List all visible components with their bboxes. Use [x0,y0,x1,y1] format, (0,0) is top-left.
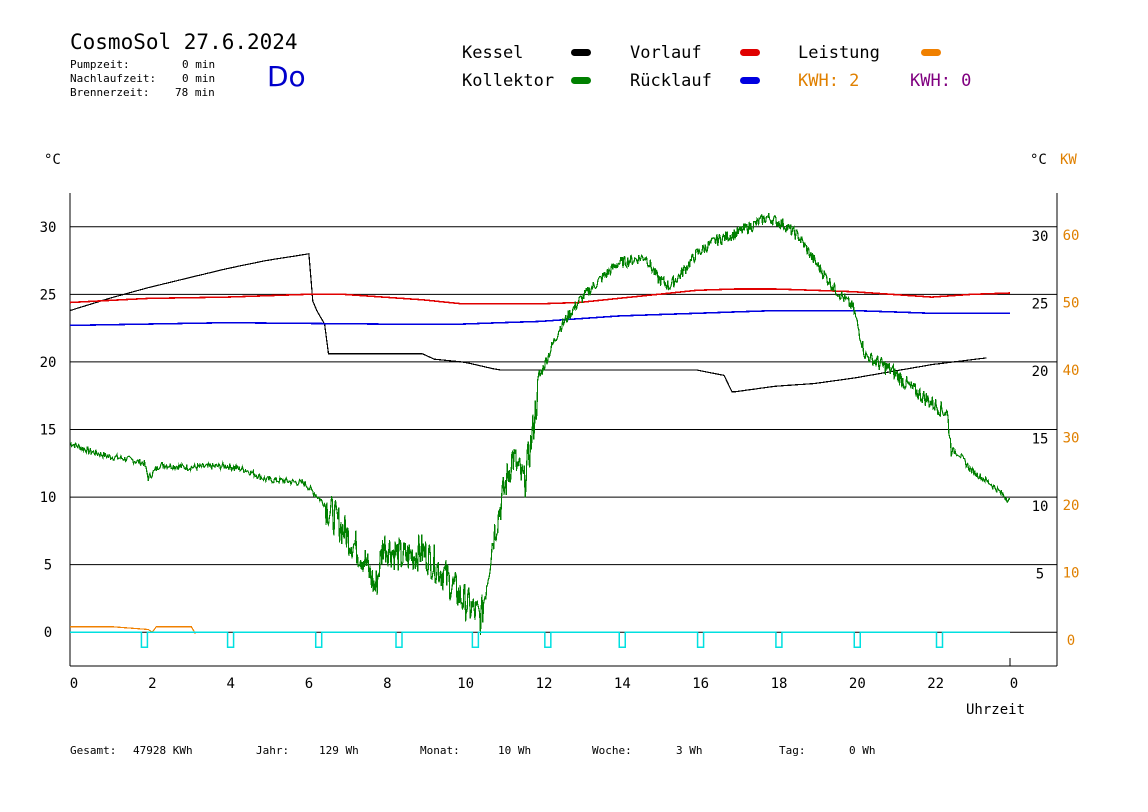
series-line-kessel [69,253,987,393]
x-tick-label: 16 [692,676,709,692]
x-tick-label: 6 [305,676,313,692]
legend-label-leistung: Leistung [798,43,880,63]
y-tick-label-kw: 20 [1063,498,1080,514]
right-axis-unit: °C [1030,152,1047,168]
y-tick-label-kw: 60 [1063,228,1080,244]
right-axis-unit-kw: KW [1060,152,1077,168]
stat-label-pumpzeit: Pumpzeit: [70,58,130,71]
stat-value-brennerzeit: 78 min [175,86,215,99]
y-tick-label-left: 20 [40,355,57,371]
y-tick-label-kw: 40 [1063,363,1080,379]
stat-value-nachlaufzeit: 0 min [182,72,216,85]
x-tick-label: 8 [383,676,391,692]
footer-value-monat: 10 Wh [498,744,532,757]
kwh-orange: KWH: 2 [798,71,860,91]
y-tick-label-right: 30 [1032,229,1049,245]
footer-value-tag: 0 Wh [849,744,876,757]
y-tick-label-left: 10 [40,490,57,506]
y-tick-label-left: 5 [44,558,52,574]
y-tick-label-left: 15 [40,423,57,439]
footer-value-woche: 3 Wh [676,744,703,757]
footer-value-jahr: 129 Wh [319,744,359,757]
footer-label-jahr: Jahr: [256,744,290,757]
y-tick-label-right: 15 [1032,432,1049,448]
footer-label-tag: Tag: [779,744,806,757]
x-tick-label: 14 [614,676,631,692]
legend-label-kollektor: Kollektor [462,71,555,91]
x-tick-label: 2 [148,676,156,692]
y-tick-label-right: 25 [1032,296,1049,312]
x-tick-label: 22 [927,676,944,692]
stat-label-brennerzeit: Brennerzeit: [70,86,150,99]
x-tick-label: 4 [226,676,234,692]
footer-label-gesamt: Gesamt: [70,744,117,757]
series-pump-pulses [70,631,1010,648]
y-tick-label-kw: 0 [1067,633,1075,649]
legend-swatch-leistung [921,49,941,56]
x-tick-label: 20 [849,676,866,692]
y-tick-label-left: 0 [44,625,52,641]
x-tick-label: 18 [771,676,788,692]
legend-swatch-vorlauf [740,49,760,56]
series-line-ruecklauf [69,309,1010,327]
y-tick-label-left: 25 [40,287,57,303]
legend-label-kessel: Kessel [462,43,524,63]
x-tick-label: 0 [70,676,78,692]
series-line-kollektor [69,213,1011,636]
y-tick-label-right: 5 [1036,567,1044,583]
legend-label-vorlauf: Vorlauf [630,43,702,63]
y-tick-label-kw: 50 [1063,295,1080,311]
y-tick-label-right: 20 [1032,364,1049,380]
weekday-label: Do [267,60,306,93]
y-tick-label-left: 30 [40,220,57,236]
y-tick-label-kw: 10 [1063,566,1080,582]
kwh-purple: KWH: 0 [910,71,972,91]
footer-value-gesamt: 47928 KWh [133,744,193,757]
y-tick-label-right: 10 [1032,499,1049,515]
x-tick-label: 12 [536,676,553,692]
x-tick-label: 10 [457,676,474,692]
footer-label-woche: Woche: [592,744,632,757]
legend-swatch-kessel [571,49,591,56]
stat-value-pumpzeit: 0 min [182,58,216,71]
legend-label-ruecklauf: Rücklauf [630,71,712,91]
page-title: CosmoSol 27.6.2024 [70,30,298,54]
legend-swatch-ruecklauf [740,77,760,84]
stat-label-nachlaufzeit: Nachlaufzeit: [70,72,157,85]
y-tick-label-kw: 30 [1063,431,1080,447]
footer-label-monat: Monat: [420,744,460,757]
x-axis-label: Uhrzeit [966,702,1026,718]
series-line-vorlauf [69,288,1011,305]
x-tick-label: 0 [1010,676,1018,692]
legend-swatch-kollektor [571,77,591,84]
left-axis-unit: °C [44,152,61,168]
